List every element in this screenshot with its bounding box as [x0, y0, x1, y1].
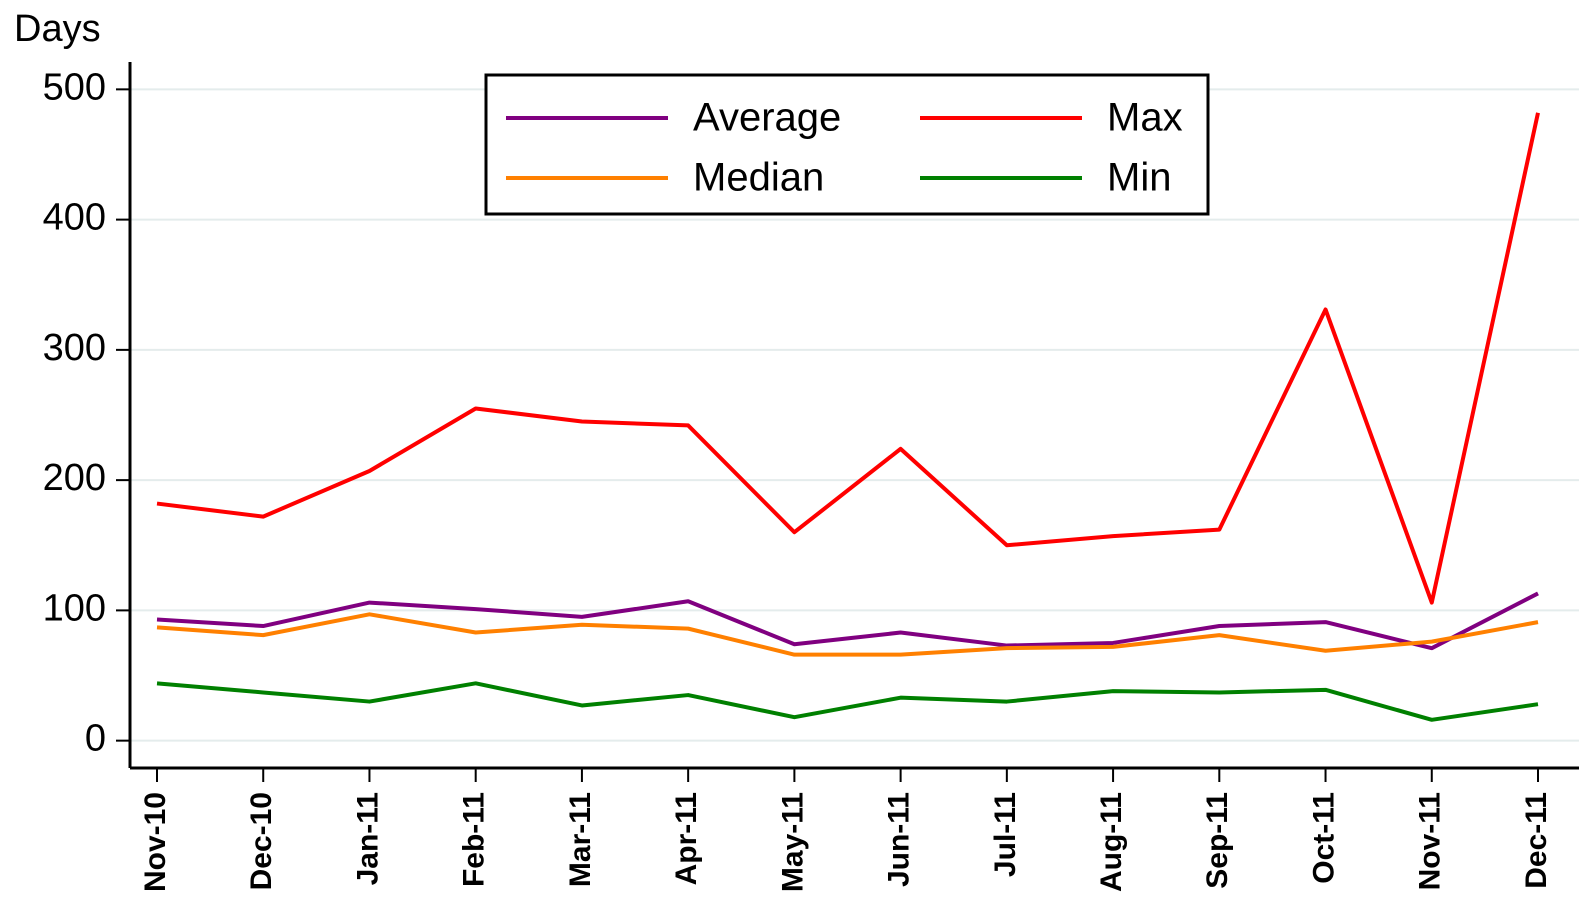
- legend-label: Median: [693, 156, 824, 200]
- y-tick-label: 300: [43, 327, 106, 369]
- x-tick-label: Dec-11: [1520, 792, 1553, 889]
- series-line: [156, 681, 1539, 722]
- series-line: [156, 591, 1539, 651]
- x-tick-label: May-11: [776, 792, 809, 892]
- y-axis-label: Days: [14, 8, 101, 50]
- legend-label: Max: [1107, 96, 1183, 140]
- x-tick-label: Feb-11: [458, 792, 491, 887]
- x-tick-label: Nov-10: [139, 792, 172, 892]
- x-tick-label: Jan-11: [351, 792, 384, 885]
- y-tick-label: 0: [85, 718, 106, 760]
- y-tick-label: 500: [43, 66, 106, 108]
- x-tick-label: Apr-11: [670, 792, 703, 885]
- x-tick-label: Nov-11: [1414, 792, 1447, 890]
- y-tick-label: 200: [43, 457, 106, 499]
- y-tick-label: 400: [43, 197, 106, 239]
- x-tick-label: Sep-11: [1201, 792, 1234, 889]
- x-tick-label: Jul-11: [989, 792, 1022, 877]
- series-line: [156, 612, 1539, 657]
- x-tick-label: Dec-10: [245, 792, 278, 890]
- x-tick-label: Mar-11: [564, 792, 597, 887]
- x-tick-label: Jun-11: [883, 792, 916, 887]
- x-tick-label: Aug-11: [1095, 792, 1128, 892]
- legend-box: [484, 73, 1210, 216]
- y-tick-label: 100: [43, 587, 106, 629]
- legend-label: Min: [1107, 156, 1171, 200]
- legend-label: Average: [693, 96, 841, 140]
- series-line: [156, 112, 1540, 605]
- x-tick-label: Oct-11: [1307, 792, 1340, 884]
